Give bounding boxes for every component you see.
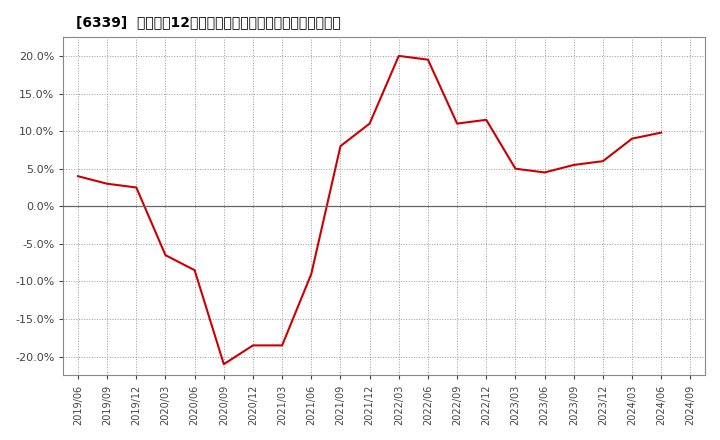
Text: [6339]  売上高の12か月移動合計の対前年同期増減率の推移: [6339] 売上高の12か月移動合計の対前年同期増減率の推移 [76,15,341,29]
